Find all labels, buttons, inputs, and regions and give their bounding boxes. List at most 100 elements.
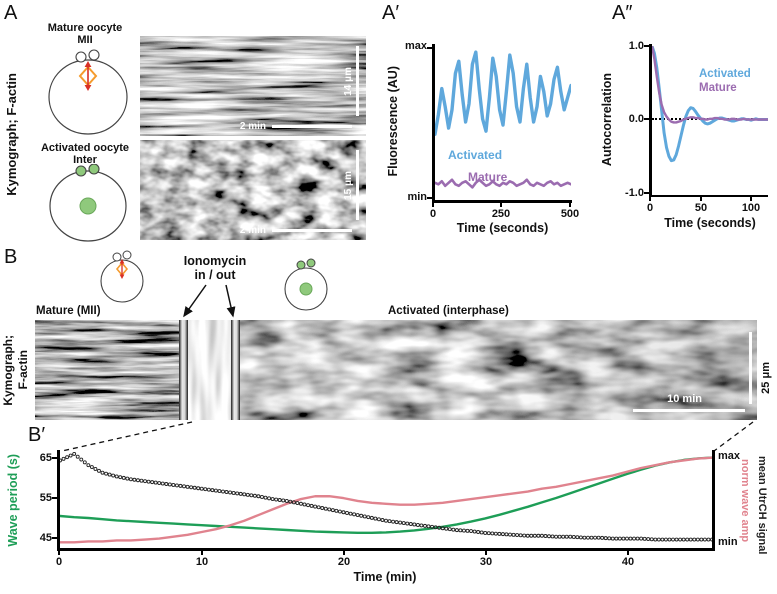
waves-ylabel-right1-wrap: norm wave amp [738,448,752,554]
xtick-mark [58,551,60,555]
nucleus-icon [79,197,97,215]
kymograph-mature-texture [140,36,366,136]
waves-ylabel-right-amp: norm wave amp [739,459,751,543]
xtick-0: 0 [646,202,654,214]
kymograph-b-lightband-texture [185,320,235,420]
xtick-0: 0 [55,556,63,568]
xtick-mark [201,551,203,555]
waves-xlabel: Time (min) [353,570,417,584]
waves-ylabel-left-wrap: Wave period (s) [4,445,22,555]
panel-b-side-label1-wrap: Kymograph; [0,320,15,420]
ytick-neg1: -1.0 [625,187,644,199]
ytick-0: 0.0 [628,113,644,125]
xtick-500: 500 [560,208,580,220]
ytick-right-min: min [718,536,738,548]
mature-oocyte-diagram [48,49,128,135]
polar-body-icon [88,164,100,175]
activated-oocyte-small-diagram [284,258,328,311]
ionomycin-label-line2: in / out [194,268,236,282]
ytick-45: 45 [39,532,52,544]
autocorr-plot [652,46,768,163]
xtick-250: 250 [491,208,511,220]
polar-body-icon [122,250,132,260]
kymograph-mature: 14 μm 2 min [140,36,366,136]
autocorr-x-axis [649,194,768,197]
xtick-mark [343,551,345,555]
kymograph-b-mature-texture [35,320,185,420]
ionomycin-out-stripe [231,320,240,420]
scalebar-horizontal [272,229,352,232]
dashed-connector-right [713,421,754,452]
xtick-30: 30 [479,556,493,568]
scalebar-v-label-wrap: 14 μm [341,46,355,116]
activated-region-label: Activated (interphase) [388,305,509,317]
polar-body-icon [306,258,316,268]
ytick-55: 55 [39,492,52,504]
xtick-100: 100 [741,202,761,214]
kymograph-timecourse: 10 min [35,320,757,420]
scalebar-horizontal [272,125,352,128]
scalebar-v-label: 15 μm [342,170,354,200]
ytick-mark [52,497,57,499]
ionomycin-arrows [183,284,236,318]
ytick-mark [427,47,432,49]
autocorr-legend-mature: Mature [699,82,737,94]
mature-oocyte-subtitle: MII [77,34,93,46]
polar-body-icon [88,49,100,61]
scalebar-horizontal [633,409,745,412]
polar-body-icon [75,51,87,63]
activated-oocyte-title: Activated oocyte [40,142,130,154]
ytick-min: min [407,191,427,203]
ytick-mark [52,537,57,539]
waves-ylabel-left: Wave period (s) [6,453,20,547]
ytick-right-max: max [718,450,741,462]
xtick-mark [500,203,502,207]
autocorr-xlabel: Time (seconds) [664,216,756,230]
fluorescence-ylabel-wrap: Fluorescence (AU) [384,40,402,202]
kymo-shade-overlay [468,320,757,420]
waves-x-axis [57,548,715,551]
autocorr-ylabel: Autocorrelation [600,73,614,167]
ytick-65: 65 [39,452,52,464]
scalebar-h-label: 10 min [667,393,702,405]
xtick-mark [432,203,434,207]
autocorr-y-axis [649,44,652,197]
b-scale-v-label-wrap: 25 μm [758,338,774,418]
panel-bprime-label: B′ [28,424,46,446]
arrow-down-left-icon [183,284,207,318]
scalebar-vertical [356,46,359,116]
ytick-mark [644,192,649,194]
kymograph-activated: 15 μm 2 min [140,140,366,240]
waves-y-axis-right [712,450,715,551]
panel-b-label: B [4,246,18,268]
xtick-mark [627,551,629,555]
scalebar-v-label-wrap: 15 μm [341,150,355,220]
xtick-50: 50 [694,202,708,214]
activated-curve-label: Activated [448,148,503,162]
panel-adprime-label: A″ [612,2,633,24]
panel-b-side-label2-wrap: F-actin [15,320,30,420]
ytick-mark [52,457,57,459]
ionomycin-label-line1: Ionomycin [183,254,247,268]
polar-body-icon [75,165,87,177]
fluorescence-plot [435,50,571,189]
dashed-connector-left [61,421,193,452]
xtick-0: 0 [429,208,437,220]
scalebar-h-label: 2 min [239,225,266,236]
panel-a-side-label: Kymograph; F-actin [3,72,19,196]
mature-oocyte-title: Mature oocyte [47,22,123,34]
polar-body-icon [112,252,122,262]
xtick-20: 20 [337,556,351,568]
waves-plot [60,452,712,544]
polar-body-icon [296,260,306,270]
autocorr-legend-activated: Activated [699,68,751,80]
mature-region-label: Mature (MII) [36,305,101,317]
xtick-mark [649,197,651,201]
fluorescence-ylabel: Fluorescence (AU) [386,65,400,177]
scalebar-v-label: 14 μm [342,66,354,96]
xtick-mark [700,197,702,201]
autocorr-ylabel-wrap: Autocorrelation [598,55,616,185]
fluorescence-x-axis [432,200,572,203]
waves-ylabel-right2-wrap: mean UtrCH signal [755,440,769,570]
